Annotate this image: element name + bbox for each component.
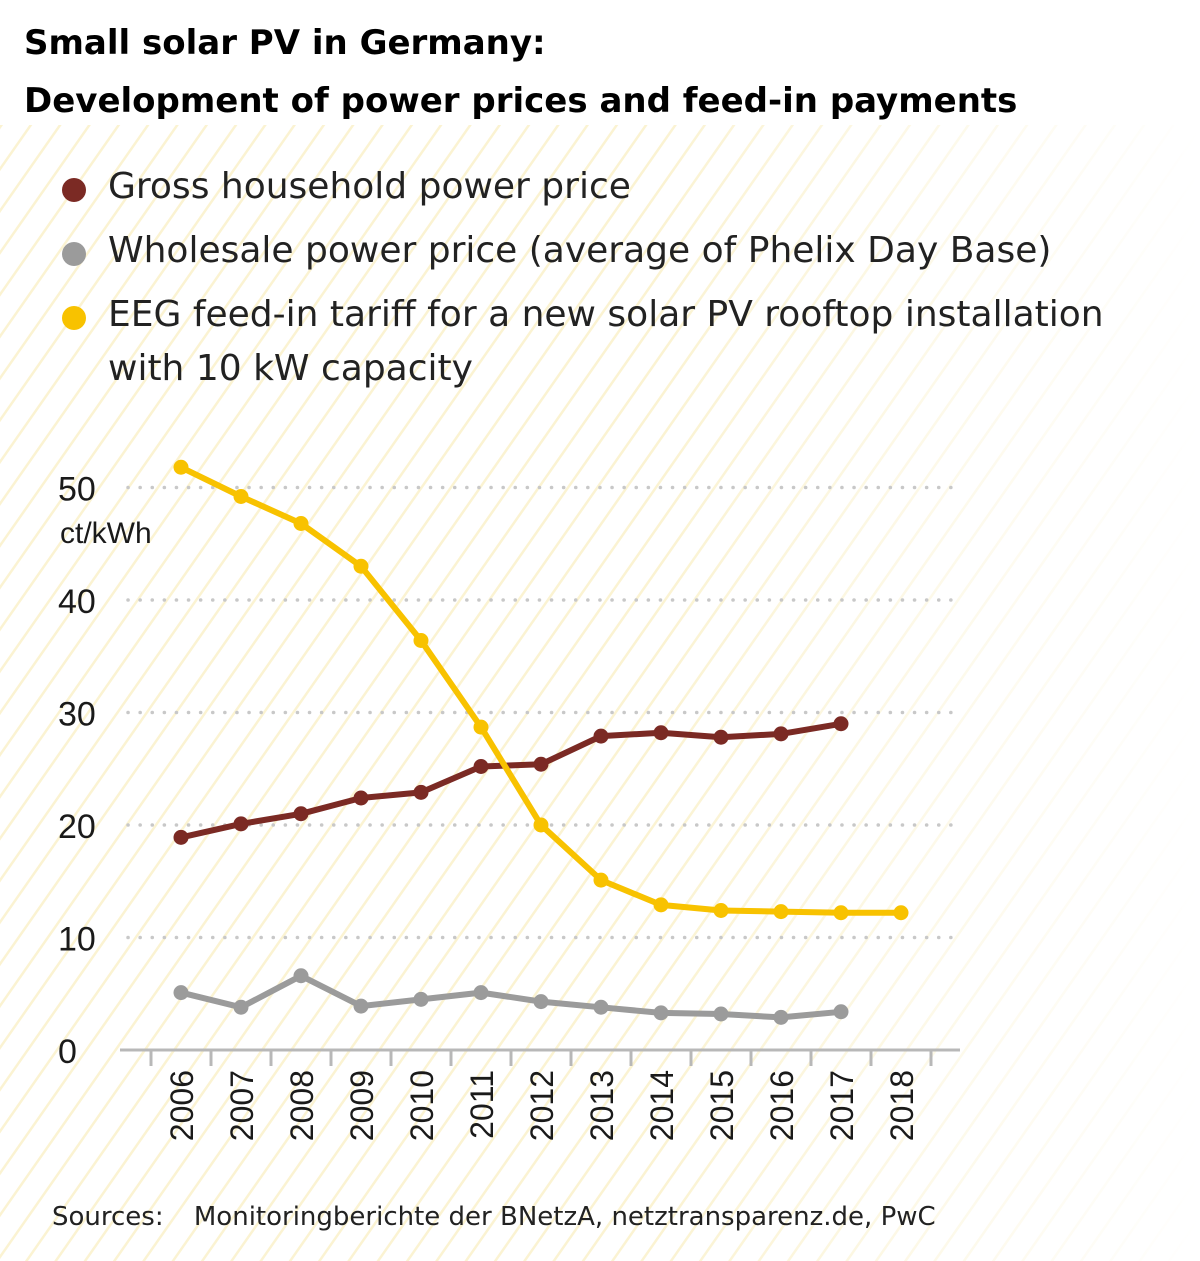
- data-point-wholesale-price: [233, 999, 249, 1015]
- data-point-household-price: [593, 728, 609, 744]
- data-point-eeg-tariff: [773, 904, 789, 920]
- x-tick-label: 2013: [584, 1070, 620, 1141]
- data-point-household-price: [353, 790, 369, 806]
- data-point-household-price: [473, 759, 489, 774]
- data-point-eeg-tariff: [173, 459, 189, 475]
- data-point-eeg-tariff: [293, 516, 309, 531]
- chart-legend: Gross household power price Wholesale po…: [60, 160, 1180, 406]
- data-point-eeg-tariff: [473, 719, 489, 735]
- data-point-wholesale-price: [473, 985, 489, 1001]
- data-point-eeg-tariff: [353, 558, 369, 574]
- x-tick-label: 2015: [704, 1070, 740, 1141]
- data-point-eeg-tariff: [233, 489, 249, 504]
- data-point-eeg-tariff: [713, 903, 729, 918]
- data-point-household-price: [713, 729, 729, 745]
- x-tick-label: 2011: [464, 1070, 500, 1139]
- data-point-household-price: [833, 716, 849, 732]
- data-point-wholesale-price: [353, 998, 369, 1014]
- data-point-wholesale-price: [293, 968, 309, 984]
- sources-label: Sources:: [52, 1202, 164, 1232]
- y-tick-label: 30: [58, 696, 96, 734]
- x-tick-label: 2009: [344, 1070, 380, 1141]
- legend-item-eeg-tariff: EEG feed-in tariff for a new solar PV ro…: [60, 288, 1180, 396]
- y-tick-label: 40: [58, 583, 96, 621]
- x-tick-label: 2012: [524, 1070, 560, 1141]
- data-point-wholesale-price: [833, 1004, 849, 1020]
- data-point-wholesale-price: [773, 1009, 789, 1025]
- legend-item-wholesale: Wholesale power price (average of Phelix…: [60, 224, 1180, 278]
- x-tick-label: 2017: [824, 1070, 860, 1141]
- x-tick-label: 2014: [644, 1070, 680, 1141]
- data-point-eeg-tariff: [653, 897, 669, 913]
- x-tick-label: 2018: [884, 1070, 920, 1141]
- data-point-eeg-tariff: [593, 872, 609, 888]
- data-point-household-price: [413, 784, 429, 800]
- series-line-eeg-tariff: [178, 464, 904, 916]
- data-point-household-price: [653, 725, 669, 741]
- y-tick-label: 10: [58, 921, 96, 959]
- y-tick-label: 50: [58, 471, 96, 509]
- data-point-wholesale-price: [713, 1006, 729, 1022]
- legend-label-eeg-tariff: EEG feed-in tariff for a new solar PV ro…: [108, 294, 1104, 389]
- data-point-eeg-tariff: [413, 633, 429, 648]
- data-point-wholesale-price: [593, 999, 609, 1015]
- data-point-wholesale-price: [533, 994, 549, 1010]
- sources-text: Monitoringberichte der BNetzA, netztrans…: [193, 1202, 936, 1232]
- legend-dot-eeg-tariff: [62, 306, 86, 330]
- legend-dot-wholesale: [62, 242, 86, 266]
- data-point-wholesale-price: [653, 1005, 669, 1021]
- data-point-wholesale-price: [413, 991, 429, 1007]
- chart-title-block: Small solar PV in Germany: Development o…: [24, 14, 1174, 130]
- data-point-eeg-tariff: [833, 905, 849, 921]
- chart-subtitle: Development of power prices and feed-in …: [24, 81, 1018, 121]
- legend-dot-household: [62, 178, 86, 202]
- y-axis-label: ct/kWh: [60, 517, 152, 550]
- y-tick-label: 20: [58, 808, 96, 846]
- sources-footer: Sources: Monitoringberichte der BNetzA, …: [52, 1202, 936, 1232]
- data-point-household-price: [533, 756, 549, 772]
- data-point-household-price: [173, 829, 189, 845]
- chart-title: Small solar PV in Germany:: [24, 23, 546, 63]
- y-tick-label: 0: [58, 1033, 77, 1071]
- x-tick-label: 2007: [224, 1070, 260, 1141]
- x-tick-label: 2008: [284, 1070, 320, 1141]
- legend-label-household: Gross household power price: [108, 166, 631, 207]
- data-point-household-price: [293, 806, 309, 822]
- data-point-wholesale-price: [173, 985, 189, 1001]
- data-point-household-price: [233, 816, 249, 832]
- legend-label-wholesale: Wholesale power price (average of Phelix…: [108, 230, 1052, 271]
- background-stripes: [0, 125, 1200, 1261]
- data-point-household-price: [773, 726, 789, 742]
- data-point-eeg-tariff: [533, 817, 549, 833]
- series-line-wholesale-price: [178, 972, 844, 1021]
- x-tick-label: 2010: [404, 1070, 440, 1141]
- series-line-household-price: [178, 720, 844, 841]
- legend-item-household: Gross household power price: [60, 160, 1180, 214]
- x-tick-label: 2006: [164, 1070, 200, 1141]
- data-point-eeg-tariff: [893, 905, 909, 921]
- x-tick-label: 2016: [764, 1070, 800, 1141]
